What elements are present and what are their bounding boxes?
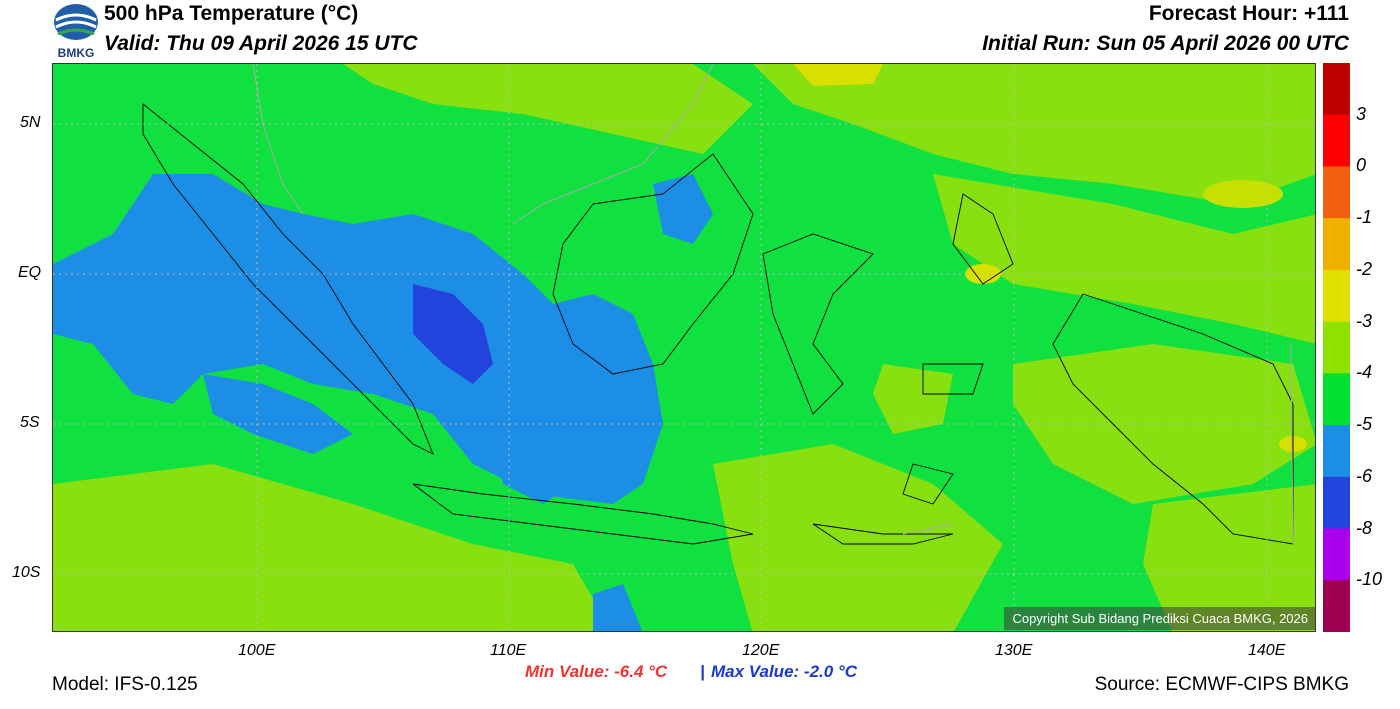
borders [252,64,1294,545]
bmkg-logo: BMKG [52,2,100,60]
colorbar-band [1323,321,1350,374]
colorbar-band [1323,528,1350,581]
lon-label-140e: 140E [1248,642,1286,659]
min-value: Min Value: -6.4 °C [525,662,668,681]
colorbar-band [1323,63,1350,116]
lon-label-130e: 130E [995,642,1033,659]
model-label: Model: IFS-0.125 [52,674,198,695]
chart-title: 500 hPa Temperature (°C) [104,2,359,25]
colorbar-label: -3 [1356,310,1373,331]
temperature-map [52,63,1316,632]
minmax-separator: | [700,662,705,681]
map-field [53,64,1315,631]
colorbar-label: -10 [1356,569,1383,590]
lon-label-100e: 100E [238,642,276,659]
coastlines [142,103,1294,545]
colorbar-band [1323,373,1350,426]
colorbar-label: -1 [1356,207,1373,228]
initial-run: Initial Run: Sun 05 April 2026 00 UTC [982,32,1349,55]
colorbar-band [1323,114,1350,167]
colorbar [1323,63,1350,633]
colorbar-band [1323,476,1350,530]
lat-label-5n: 5N [20,114,41,131]
lat-label-eq: EQ [18,264,42,281]
lon-label-120e: 120E [742,642,780,659]
lon-label-110e: 110E [490,642,527,659]
colorbar-band [1323,269,1350,323]
colorbar-label: -2 [1356,258,1373,279]
colorbar-label: -4 [1356,362,1373,383]
colorbar-label: 0 [1356,155,1367,176]
valid-time: Valid: Thu 09 April 2026 15 UTC [104,32,418,55]
lat-label-5s: 5S [20,414,40,431]
coldest-zone [413,284,493,384]
colorbar-band [1323,580,1350,633]
warm-zone-north [343,64,753,154]
colorbar-band [1323,166,1350,219]
colorbar-band [1323,218,1350,271]
copyright-notice: Copyright Sub Bidang Prediksi Cuaca BMKG… [1004,607,1316,630]
colorbar-scale [1323,63,1350,633]
cold-zone-central [53,174,663,494]
source-label: Source: ECMWF-CIPS BMKG [1094,674,1349,695]
forecast-hour: Forecast Hour: +111 [1148,2,1349,25]
lat-label-10s: 10S [12,564,41,581]
colorbar-label: -5 [1356,414,1373,435]
max-value: Max Value: -2.0 °C [711,662,857,681]
colorbar-label: -8 [1356,517,1373,538]
colorbar-label: -6 [1356,465,1373,486]
logo-text: BMKG [58,46,95,60]
gridlines [53,64,1315,631]
colorbar-label: 3 [1356,103,1367,124]
colorbar-band [1323,425,1350,478]
